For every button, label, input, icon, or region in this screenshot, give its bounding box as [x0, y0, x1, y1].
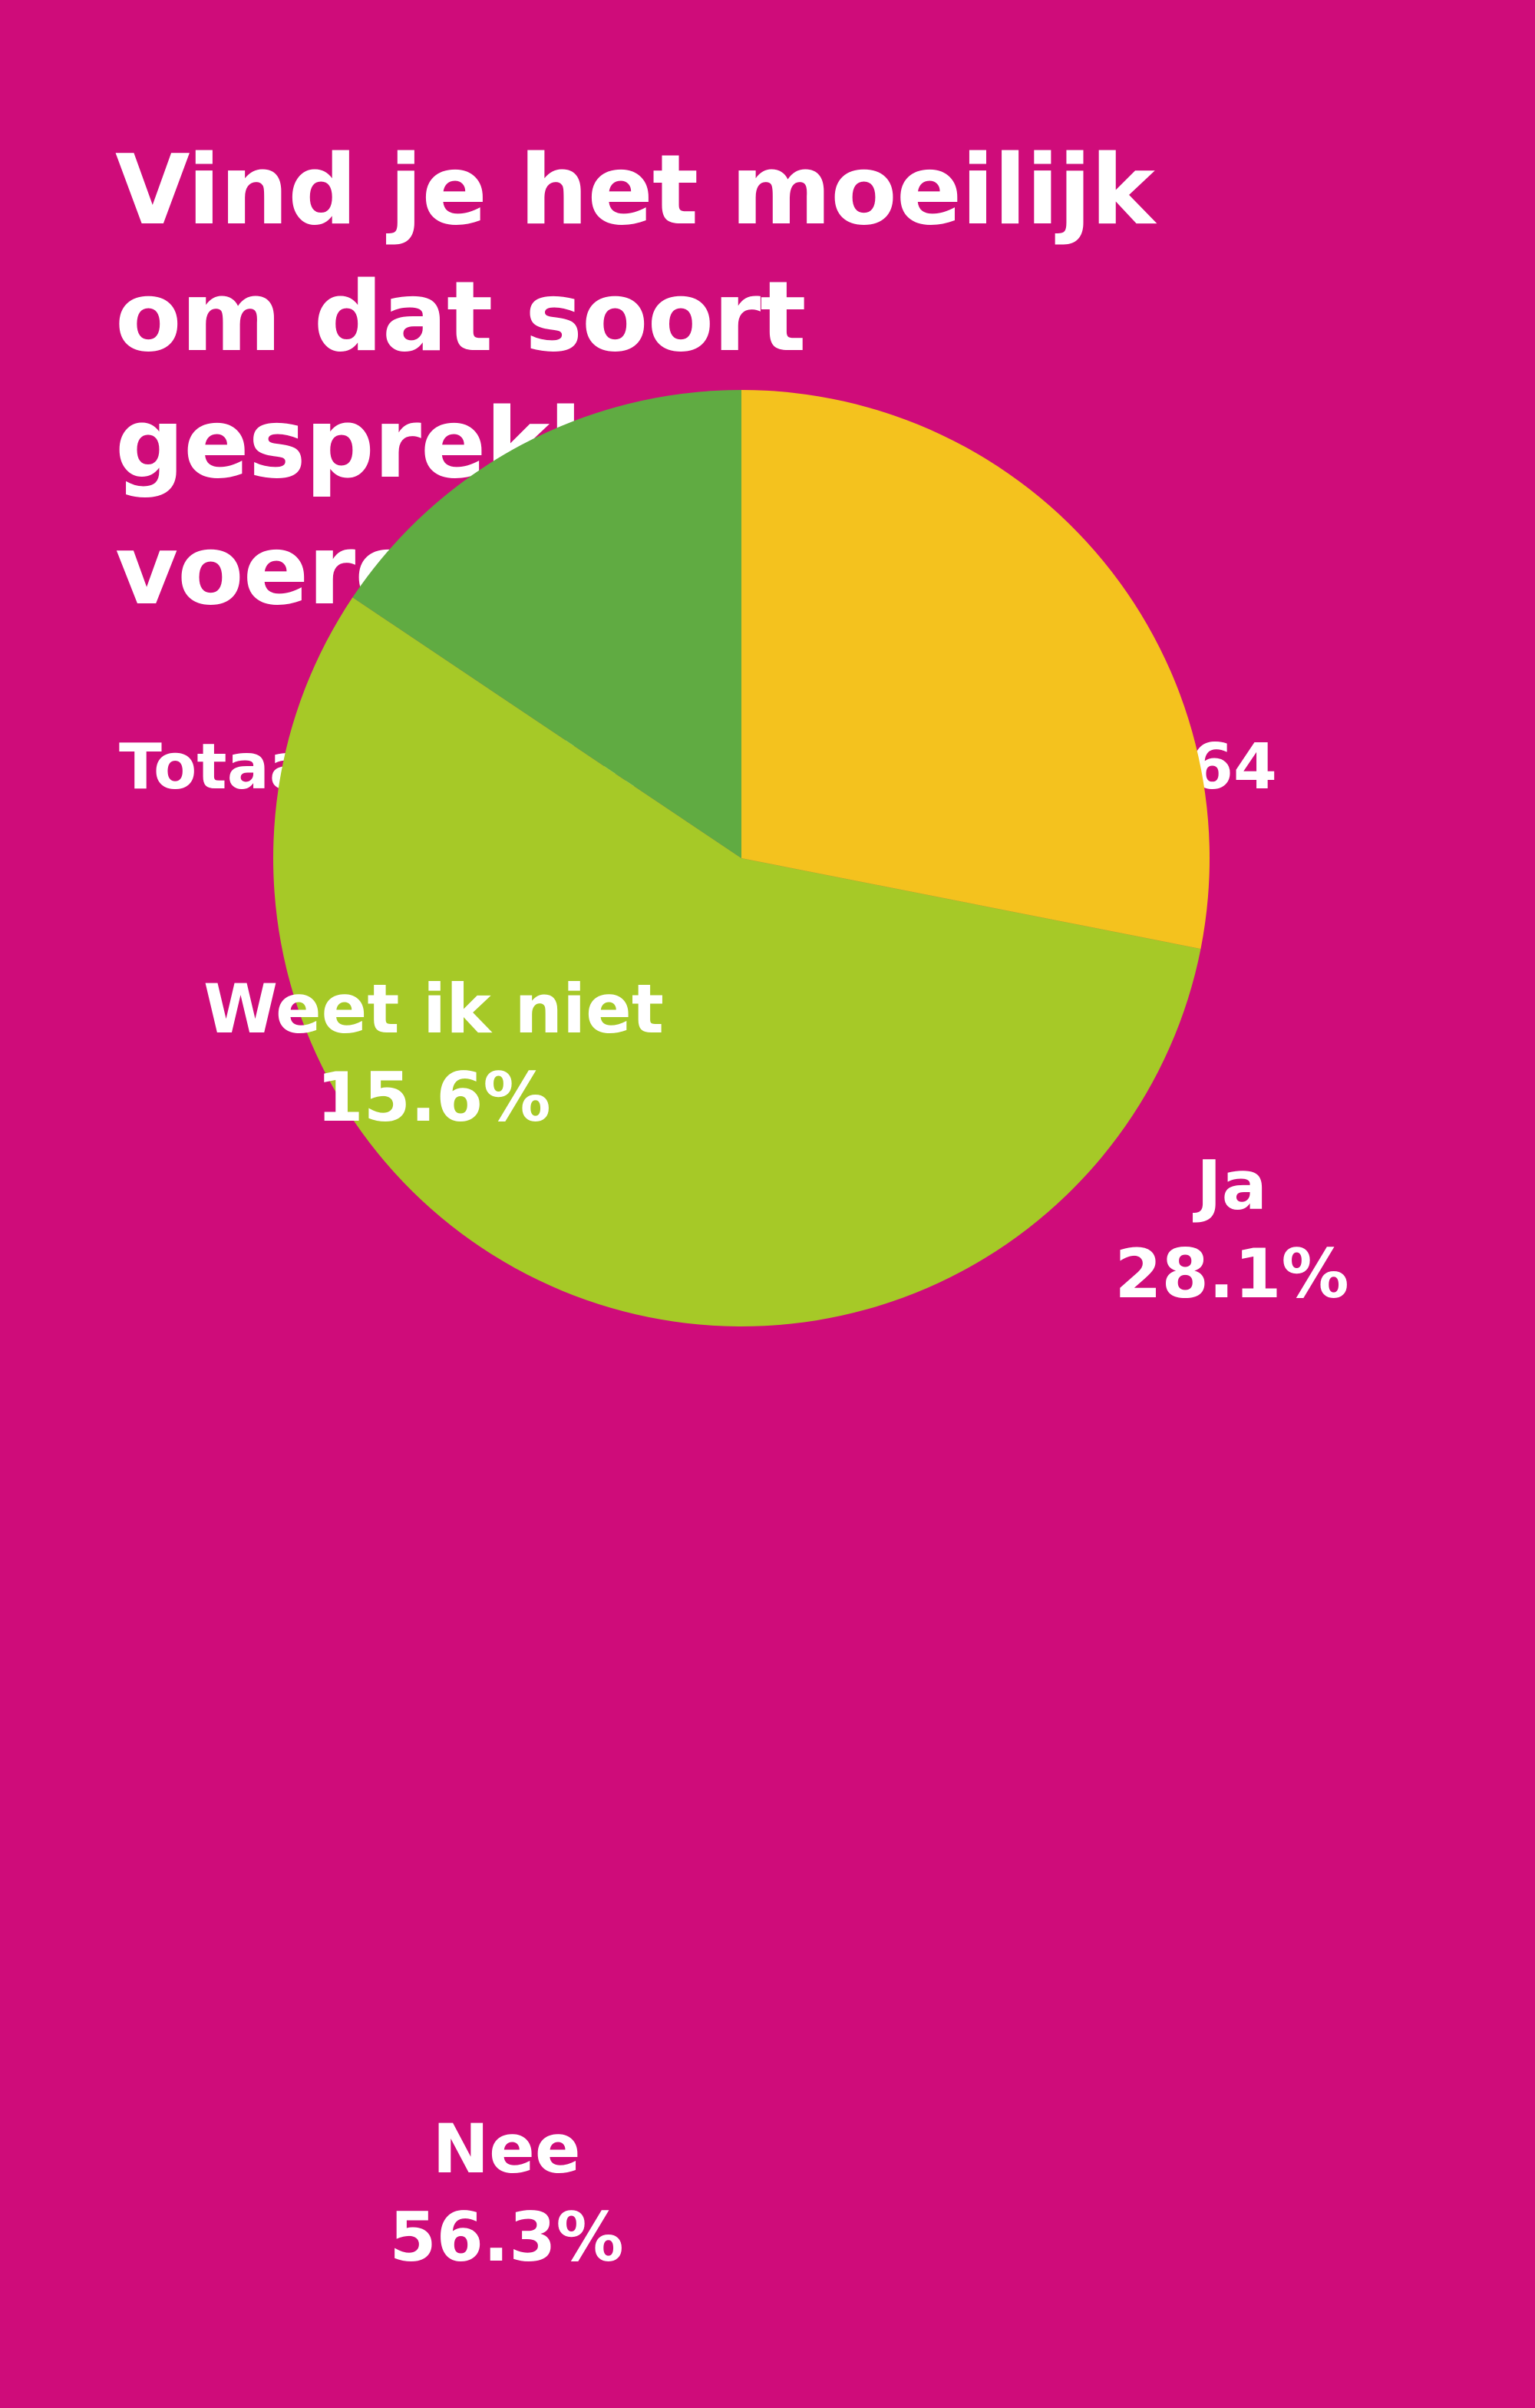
pie-slice-nee	[272, 597, 1201, 1326]
slice-label-value: 56.3%	[389, 2198, 623, 2277]
pie-slice-weet-ik-niet	[352, 390, 741, 858]
slice-label-name: Nee	[432, 2109, 580, 2188]
pie-slices	[272, 390, 1210, 1326]
title-line: Vind je het moeilijk	[115, 134, 1155, 246]
pie-slice-ja	[741, 390, 1210, 950]
slice-label-name: Ja	[1193, 1146, 1267, 1225]
slice-label-value: 28.1%	[1114, 1234, 1348, 1313]
pie-labels: Ja 28.1% Nee 56.3% Weet ik niet 15.6%	[203, 969, 1349, 2277]
title-line: om dat soort	[115, 260, 807, 373]
slice-label-name: Weet ik niet	[203, 969, 664, 1049]
slice-label-value: 15.6%	[316, 1058, 550, 1137]
